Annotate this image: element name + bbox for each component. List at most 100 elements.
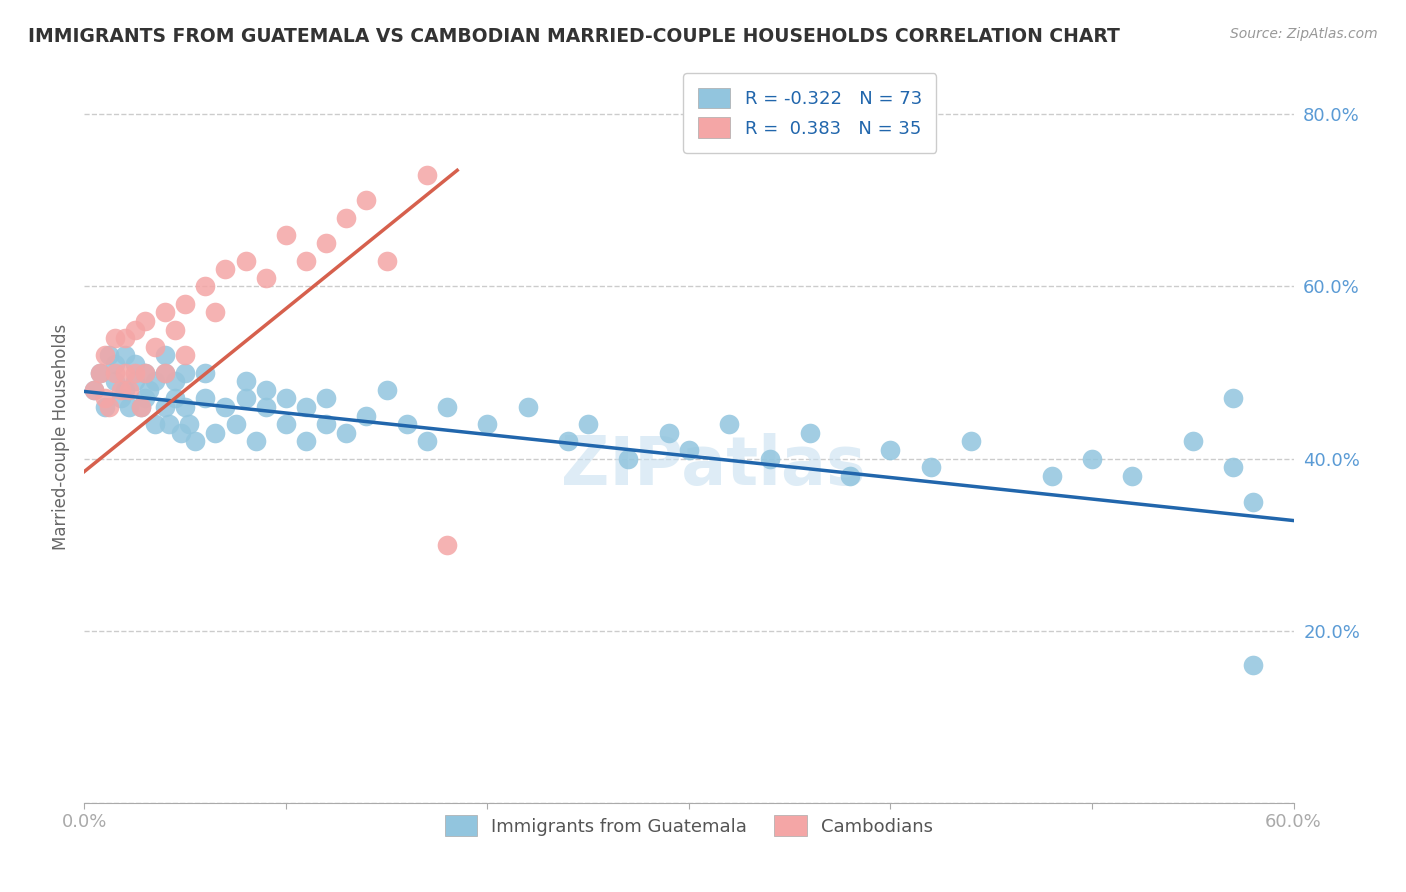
Point <box>174 348 197 362</box>
Point <box>375 253 398 268</box>
Point <box>174 366 197 380</box>
Point <box>114 383 136 397</box>
Point <box>204 305 226 319</box>
Point <box>124 374 146 388</box>
Point <box>184 434 207 449</box>
Point <box>214 262 236 277</box>
Point <box>129 400 152 414</box>
Y-axis label: Married-couple Households: Married-couple Households <box>52 324 70 550</box>
Point <box>356 194 378 208</box>
Point <box>335 425 357 440</box>
Point <box>157 417 180 432</box>
Point <box>395 417 418 432</box>
Point <box>436 400 458 414</box>
Point <box>114 331 136 345</box>
Point <box>235 392 257 406</box>
Point <box>118 383 141 397</box>
Point <box>153 366 176 380</box>
Point <box>1241 494 1264 508</box>
Point <box>335 211 357 225</box>
Point <box>153 305 176 319</box>
Point <box>179 417 201 432</box>
Point <box>1081 451 1104 466</box>
Point <box>254 383 277 397</box>
Point <box>143 374 166 388</box>
Point <box>134 392 156 406</box>
Legend: Immigrants from Guatemala, Cambodians: Immigrants from Guatemala, Cambodians <box>436 806 942 845</box>
Point <box>165 374 187 388</box>
Point <box>204 425 226 440</box>
Point <box>254 400 277 414</box>
Point <box>274 417 297 432</box>
Point <box>356 409 378 423</box>
Point <box>960 434 983 449</box>
Point <box>920 460 942 475</box>
Point <box>416 434 439 449</box>
Point <box>295 253 318 268</box>
Point <box>557 434 579 449</box>
Point <box>1222 392 1244 406</box>
Point <box>436 538 458 552</box>
Point <box>134 314 156 328</box>
Point <box>416 168 439 182</box>
Point <box>194 366 217 380</box>
Point <box>315 392 337 406</box>
Point <box>110 392 132 406</box>
Point <box>110 383 132 397</box>
Text: ZIPatlas: ZIPatlas <box>561 434 866 500</box>
Point <box>89 366 111 380</box>
Point <box>274 227 297 242</box>
Point <box>174 296 197 310</box>
Point <box>839 468 862 483</box>
Point <box>235 253 257 268</box>
Point <box>118 400 141 414</box>
Point <box>170 425 193 440</box>
Point <box>375 383 398 397</box>
Point <box>576 417 599 432</box>
Point <box>879 442 901 457</box>
Point <box>1040 468 1063 483</box>
Point <box>1222 460 1244 475</box>
Point <box>93 392 115 406</box>
Point <box>718 417 741 432</box>
Point <box>516 400 538 414</box>
Point <box>295 434 318 449</box>
Point <box>194 279 217 293</box>
Point <box>124 366 146 380</box>
Point <box>134 366 156 380</box>
Point <box>83 383 105 397</box>
Point <box>153 366 176 380</box>
Point <box>617 451 640 466</box>
Point <box>254 271 277 285</box>
Point <box>114 366 136 380</box>
Point <box>97 348 120 362</box>
Point <box>1181 434 1204 449</box>
Point <box>225 417 247 432</box>
Point <box>214 400 236 414</box>
Point <box>143 417 166 432</box>
Point <box>124 322 146 336</box>
Point <box>194 392 217 406</box>
Point <box>153 348 176 362</box>
Point <box>315 417 337 432</box>
Point <box>104 331 127 345</box>
Point <box>114 348 136 362</box>
Point <box>1241 658 1264 673</box>
Point <box>104 366 127 380</box>
Point <box>295 400 318 414</box>
Point <box>129 400 152 414</box>
Point <box>165 322 187 336</box>
Point <box>97 400 120 414</box>
Point <box>93 400 115 414</box>
Point <box>104 357 127 371</box>
Point <box>83 383 105 397</box>
Point <box>235 374 257 388</box>
Point <box>143 340 166 354</box>
Point <box>315 236 337 251</box>
Point <box>758 451 780 466</box>
Point <box>658 425 681 440</box>
Point <box>124 357 146 371</box>
Point <box>138 383 160 397</box>
Point <box>799 425 821 440</box>
Point <box>1121 468 1143 483</box>
